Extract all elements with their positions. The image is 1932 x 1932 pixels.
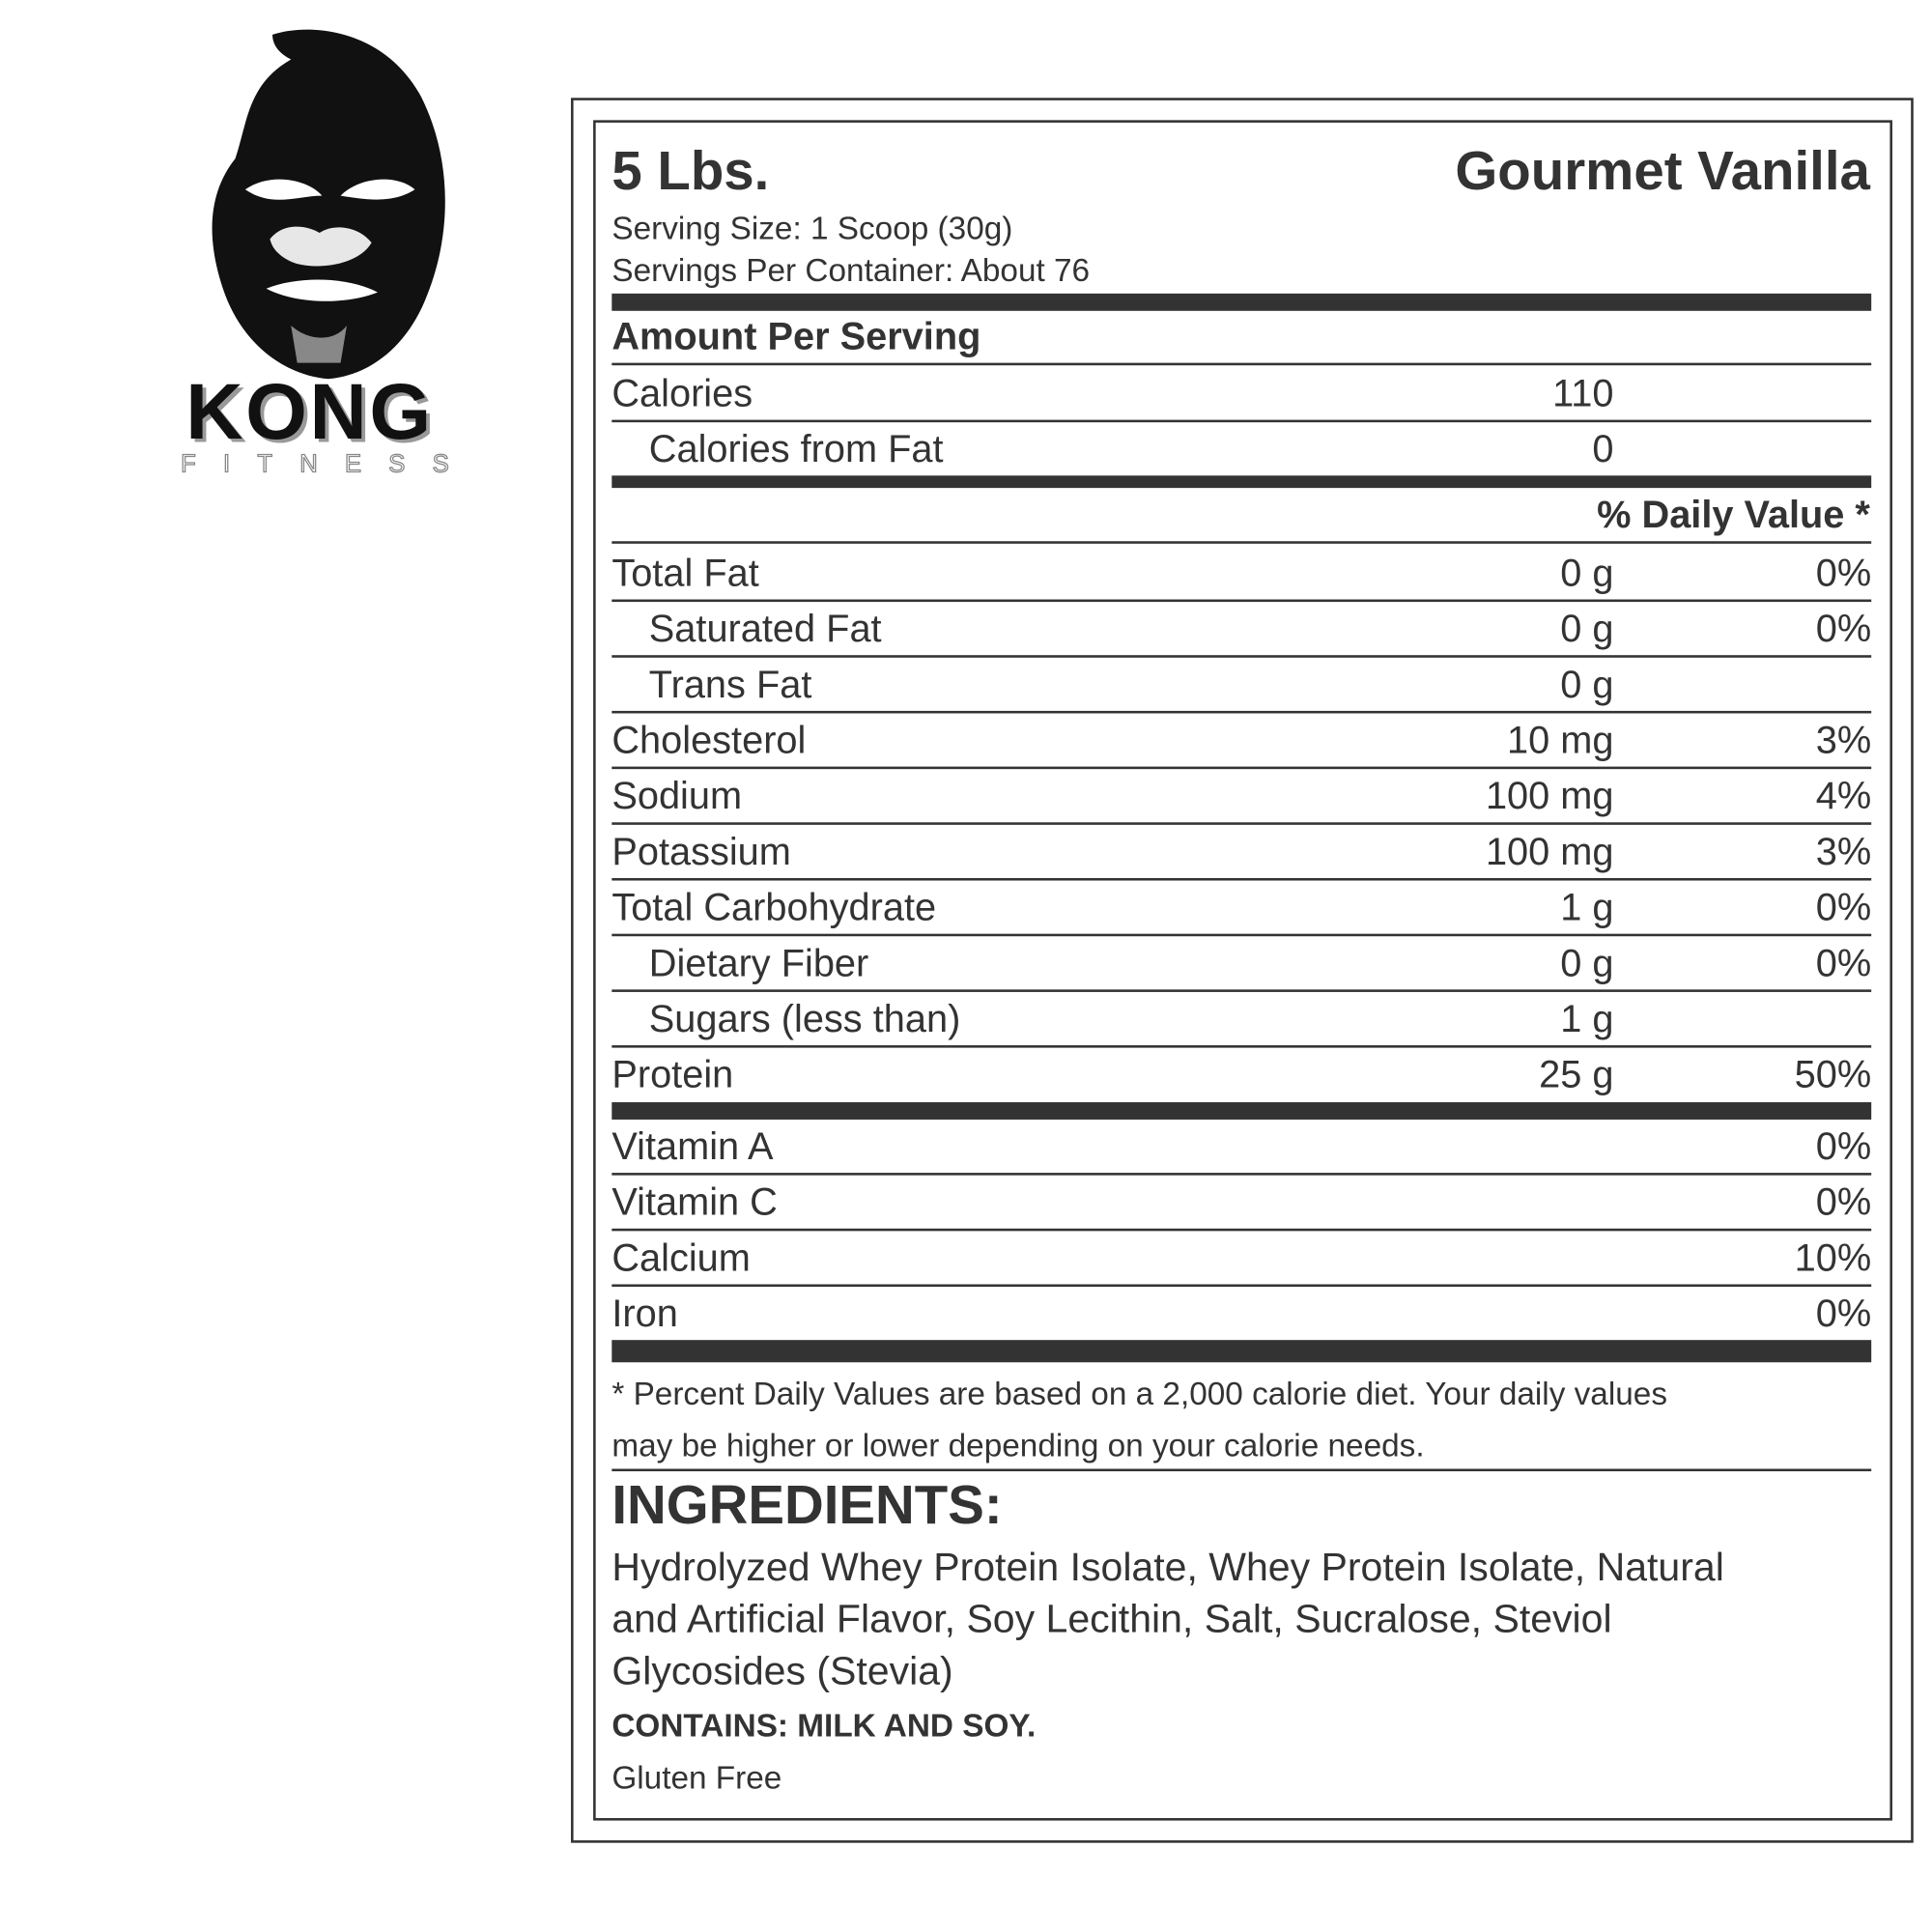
nutrient-label: Trans Fat [648, 662, 812, 706]
ingredients-line: Glycosides (Stevia) [611, 1648, 953, 1693]
nutrient-daily-value: 0% [1815, 885, 1872, 929]
divider [611, 541, 1872, 544]
footnote: * Percent Daily Values are based on a 2,… [611, 1367, 1667, 1471]
nutrient-amount: 0 g [1560, 662, 1614, 706]
nutrient-amount: 0 g [1560, 551, 1614, 595]
nutrient-row: Dietary Fiber 0 g 0% [611, 936, 1871, 990]
nutrient-label: Total Carbohydrate [611, 885, 937, 929]
vitamin-daily-value: 0% [1815, 1292, 1872, 1336]
nutrient-amount: 100 mg [1485, 774, 1614, 818]
calories-from-fat-value: 0 [1592, 427, 1614, 471]
nutrient-amount: 25 g [1539, 1052, 1614, 1096]
nutrient-amount: 100 mg [1485, 829, 1614, 873]
nutrient-daily-value: 0% [1815, 551, 1872, 595]
vitamin-label: Vitamin C [611, 1179, 778, 1224]
nutrient-amount: 1 g [1560, 997, 1614, 1040]
divider [611, 1173, 1872, 1176]
thick-divider [611, 475, 1872, 489]
nutrient-row: Sodium 100 mg 4% [611, 769, 1871, 823]
nutrient-label: Sugars (less than) [648, 997, 961, 1040]
divider [611, 1468, 1872, 1472]
vitamin-row: Calcium 10% [611, 1231, 1871, 1285]
thick-divider [611, 293, 1872, 311]
container-size: 5 Lbs. [611, 141, 770, 202]
vitamin-row: Iron 0% [611, 1287, 1871, 1341]
calories-row: Calories 110 [611, 366, 1871, 420]
divider [611, 655, 1872, 658]
vitamin-label: Iron [611, 1292, 678, 1336]
nutrient-label: Sodium [611, 774, 743, 818]
gluten-free-note: Gluten Free [611, 1758, 782, 1796]
calories-from-fat-label: Calories from Fat [648, 427, 944, 471]
nutrient-row: Sugars (less than) 1 g [611, 992, 1871, 1046]
nutrient-label: Cholesterol [611, 718, 807, 762]
nutrient-row: Total Carbohydrate 1 g 0% [611, 881, 1871, 935]
nutrient-row: Protein 25 g 50% [611, 1048, 1871, 1102]
divider [611, 822, 1872, 825]
flavor-name: Gourmet Vanilla [1455, 141, 1870, 202]
nutrient-daily-value: 4% [1815, 774, 1872, 818]
divider [611, 1228, 1872, 1232]
nutrient-label: Saturated Fat [648, 607, 882, 651]
divider [611, 1045, 1872, 1048]
divider [611, 877, 1872, 881]
ingredients-line: Hydrolyzed Whey Protein Isolate, Whey Pr… [611, 1544, 1724, 1589]
ingredients-line: and Artificial Flavor, Soy Lecithin, Sal… [611, 1596, 1612, 1641]
nutrient-label: Protein [611, 1052, 734, 1096]
ingredients-title: INGREDIENTS: [611, 1474, 1003, 1536]
nutrient-daily-value: 50% [1794, 1052, 1872, 1096]
nutrient-daily-value: 0% [1815, 607, 1872, 651]
nutrient-row: Trans Fat 0 g [611, 658, 1871, 712]
nutrient-amount: 10 mg [1507, 718, 1614, 762]
vitamin-daily-value: 10% [1794, 1236, 1872, 1280]
nutrient-amount: 1 g [1560, 885, 1614, 929]
nutrient-amount: 0 g [1560, 941, 1614, 985]
amount-per-serving: Amount Per Serving [611, 314, 981, 358]
ingredients-list: Hydrolyzed Whey Protein Isolate, Whey Pr… [611, 1541, 1724, 1697]
divider [611, 362, 1872, 366]
nutrient-row: Saturated Fat 0 g 0% [611, 602, 1871, 656]
divider [611, 1284, 1872, 1288]
vitamin-daily-value: 0% [1815, 1179, 1872, 1224]
vitamin-daily-value: 0% [1815, 1124, 1872, 1168]
divider [611, 599, 1872, 603]
divider [611, 710, 1872, 714]
nutrient-daily-value: 3% [1815, 718, 1872, 762]
servings-per-container: Servings Per Container: About 76 [611, 251, 1091, 289]
divider [611, 989, 1872, 992]
divider [611, 419, 1872, 423]
daily-value-header: % Daily Value * [1597, 493, 1870, 537]
nutrient-amount: 0 g [1560, 607, 1614, 651]
nutrient-row: Total Fat 0 g 0% [611, 546, 1871, 600]
calories-from-fat-row: Calories from Fat 0 [611, 422, 1871, 476]
allergen-statement: CONTAINS: MILK AND SOY. [611, 1706, 1037, 1745]
calories-value: 110 [1552, 371, 1614, 415]
calories-label: Calories [611, 371, 753, 415]
nutrient-daily-value: 0% [1815, 941, 1872, 985]
label-outer-border [571, 98, 1914, 1843]
serving-size: Serving Size: 1 Scoop (30g) [611, 209, 1013, 247]
divider [611, 766, 1872, 770]
vitamin-label: Calcium [611, 1236, 751, 1280]
brand-name: KONG [185, 366, 434, 456]
nutrient-daily-value: 3% [1815, 829, 1872, 873]
nutrient-label: Dietary Fiber [648, 941, 869, 985]
nutrition-facts-panel [593, 120, 1892, 1821]
thick-divider [611, 1102, 1872, 1120]
footnote-line: * Percent Daily Values are based on a 2,… [611, 1375, 1667, 1412]
kong-fitness-logo: KONG FITNESS [173, 22, 495, 480]
brand-subname: FITNESS [181, 450, 476, 478]
footnote-line: may be higher or lower depending on your… [611, 1426, 1425, 1464]
vitamin-row: Vitamin C 0% [611, 1176, 1871, 1230]
vitamin-label: Vitamin A [611, 1124, 774, 1168]
nutrient-label: Total Fat [611, 551, 759, 595]
divider [611, 933, 1872, 937]
thick-divider [611, 1340, 1872, 1363]
nutrient-label: Potassium [611, 829, 791, 873]
gorilla-icon [212, 29, 445, 380]
nutrient-row: Potassium 100 mg 3% [611, 825, 1871, 879]
vitamin-row: Vitamin A 0% [611, 1120, 1871, 1174]
nutrient-row: Cholesterol 10 mg 3% [611, 713, 1871, 767]
